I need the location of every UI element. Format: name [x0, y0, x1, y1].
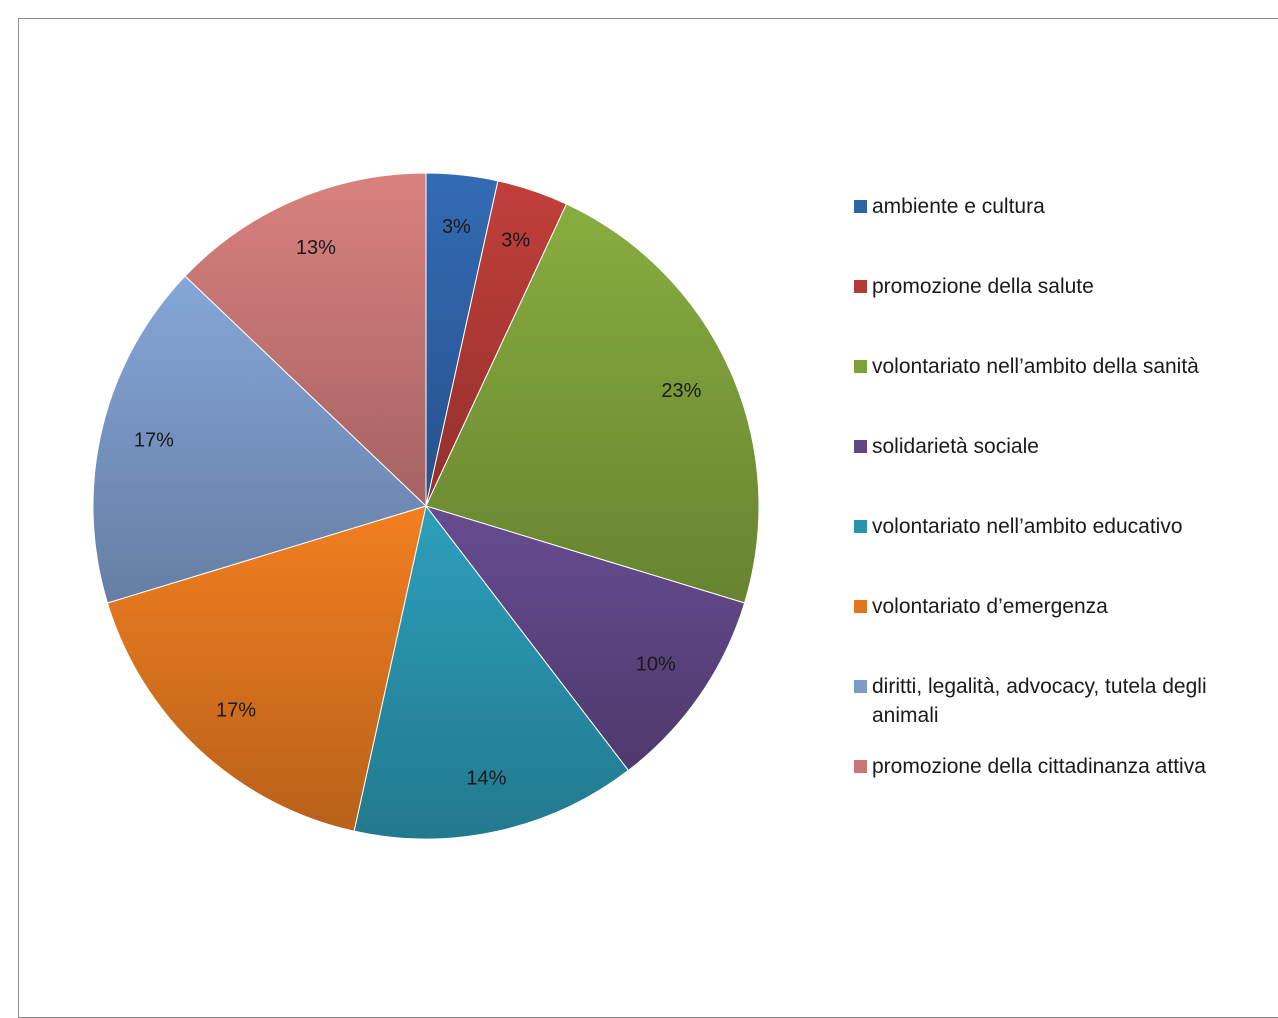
legend-swatch: [854, 520, 867, 533]
slice-data-label: 10%: [636, 654, 676, 676]
legend-label: volontariato nell’ambito educativo: [872, 515, 1183, 538]
legend-label: solidarietà sociale: [872, 435, 1039, 458]
pie-slice: [184, 172, 427, 508]
pie-slice: [92, 275, 427, 604]
legend-item: volontariato nell’ambito educativo: [854, 512, 1278, 541]
legend-item: diritti, legalità, advocacy, tutela degl…: [854, 672, 1278, 730]
pie-slice: [353, 504, 630, 840]
legend-item: volontariato d’emergenza: [854, 592, 1278, 621]
pie-chart: 3% 3% 23% 10% 14% 17% 17% 13%: [92, 172, 760, 840]
pie-slices: [92, 172, 760, 840]
pie-data-labels: 3% 3% 23% 10% 14% 17% 17% 13%: [134, 216, 702, 789]
pie-slice: [106, 505, 427, 832]
slice-data-label: 17%: [134, 430, 174, 452]
pie-slice: [424, 505, 746, 772]
legend-swatch: [854, 680, 867, 693]
slice-data-label: 3%: [442, 216, 471, 238]
legend-label: volontariato d’emergenza: [872, 595, 1108, 618]
legend-swatch: [854, 440, 867, 453]
slice-data-label: 3%: [501, 229, 530, 251]
legend-item: volontariato nell’ambito della sanità: [854, 352, 1278, 381]
slice-data-label: 17%: [216, 700, 256, 722]
slice-data-label: 14%: [466, 767, 506, 789]
legend-item: promozione della cittadinanza attiva: [854, 752, 1278, 781]
legend-item: ambiente e cultura: [854, 192, 1278, 221]
legend-item: promozione della salute: [854, 272, 1278, 301]
slice-data-label: 23%: [661, 380, 701, 402]
legend-label: diritti, legalità, advocacy, tutela degl…: [872, 675, 1207, 727]
legend-label: promozione della salute: [872, 275, 1094, 298]
legend-swatch: [854, 200, 867, 213]
legend-label: ambiente e cultura: [872, 195, 1045, 218]
legend-swatch: [854, 280, 867, 293]
legend-label: volontariato nell’ambito della sanità: [872, 355, 1199, 378]
legend-swatch: [854, 360, 867, 373]
legend-swatch: [854, 760, 867, 773]
slice-data-label: 13%: [296, 237, 336, 259]
pie-slice: [425, 203, 760, 604]
legend-label: promozione della cittadinanza attiva: [872, 755, 1206, 778]
legend-item: solidarietà sociale: [854, 432, 1278, 461]
legend-swatch: [854, 600, 867, 613]
